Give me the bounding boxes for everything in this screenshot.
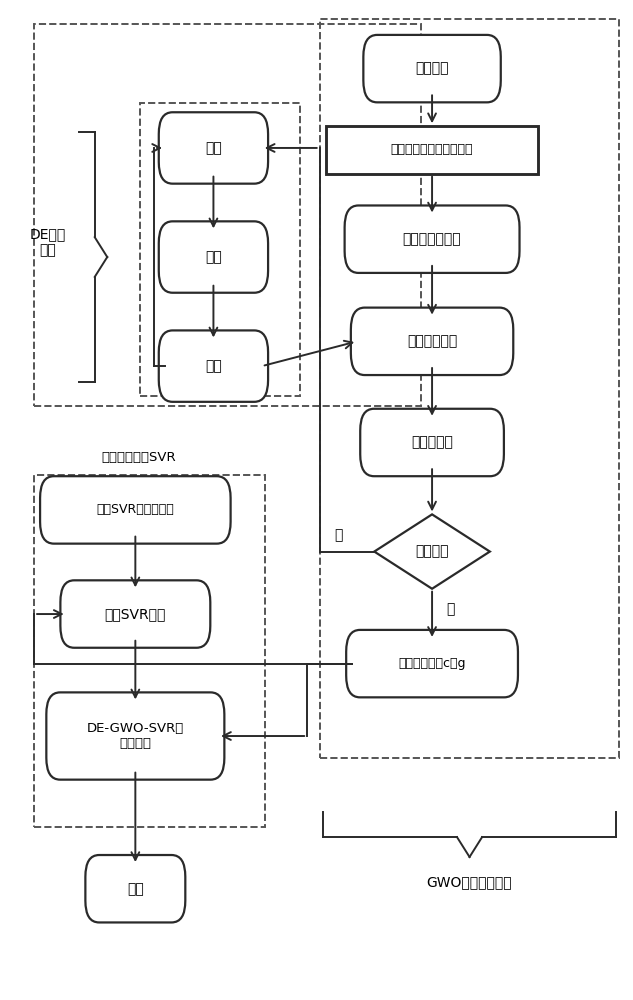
- Text: 训练SVR模型: 训练SVR模型: [104, 607, 166, 621]
- Text: 是: 是: [447, 602, 455, 616]
- Text: 确定狼群数量和迭代次数: 确定狼群数量和迭代次数: [391, 143, 473, 156]
- Text: 输出: 输出: [127, 882, 144, 896]
- Text: 选择: 选择: [205, 359, 222, 373]
- FancyBboxPatch shape: [351, 308, 513, 375]
- FancyBboxPatch shape: [360, 409, 504, 476]
- FancyBboxPatch shape: [159, 330, 268, 402]
- Polygon shape: [374, 514, 490, 589]
- Text: DE-GWO-SVR热
误差模型: DE-GWO-SVR热 误差模型: [87, 722, 184, 750]
- Text: 否: 否: [334, 528, 342, 542]
- Text: 支持向量回归SVR: 支持向量回归SVR: [101, 451, 176, 464]
- Text: 交叉: 交叉: [205, 141, 222, 155]
- Text: DE差分
算法: DE差分 算法: [30, 227, 66, 257]
- Text: 条件判断: 条件判断: [415, 545, 449, 559]
- FancyBboxPatch shape: [85, 855, 185, 922]
- FancyBboxPatch shape: [346, 630, 518, 697]
- FancyBboxPatch shape: [344, 205, 520, 273]
- FancyBboxPatch shape: [159, 221, 268, 293]
- Text: 计算狼群位置: 计算狼群位置: [407, 334, 457, 348]
- Text: 变异: 变异: [205, 250, 222, 264]
- FancyBboxPatch shape: [40, 476, 230, 544]
- FancyBboxPatch shape: [159, 112, 268, 184]
- FancyBboxPatch shape: [46, 692, 224, 780]
- Text: 输入数据: 输入数据: [415, 62, 449, 76]
- FancyBboxPatch shape: [326, 126, 538, 174]
- Text: 初始化狼群参数: 初始化狼群参数: [403, 232, 461, 246]
- FancyBboxPatch shape: [60, 580, 210, 648]
- Text: 输出最优参数c和g: 输出最优参数c和g: [398, 657, 466, 670]
- Text: 创建SVR热误差模型: 创建SVR热误差模型: [96, 503, 174, 516]
- FancyBboxPatch shape: [363, 35, 501, 102]
- Text: GWO灰狼优化算法: GWO灰狼优化算法: [427, 875, 512, 889]
- Text: 计算适应度: 计算适应度: [411, 435, 453, 449]
